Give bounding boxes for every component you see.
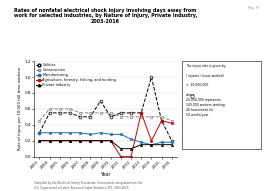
Text: Fig. 9: Fig. 9 bbox=[248, 6, 259, 10]
Legend: Utilities, Construction, Manufacturing, Agriculture, forestry, fishing, and hunt: Utilities, Construction, Manufacturing, … bbox=[36, 63, 116, 87]
Text: Compiled by the Electrical Safety Foundation International using data from the
U: Compiled by the Electrical Safety Founda… bbox=[34, 181, 143, 190]
Y-axis label: Rate of injury per 10,000 full time workers: Rate of injury per 10,000 full time work… bbox=[18, 67, 22, 151]
Text: Rates of nonfatal electrical shock injury involving days away from
work for sele: Rates of nonfatal electrical shock injur… bbox=[14, 8, 197, 24]
Text: The injury rate is given by:

( injuries / hours worked)

×  20,000,000

where:
: The injury rate is given by: ( injuries … bbox=[186, 64, 226, 117]
X-axis label: Year: Year bbox=[100, 172, 111, 177]
